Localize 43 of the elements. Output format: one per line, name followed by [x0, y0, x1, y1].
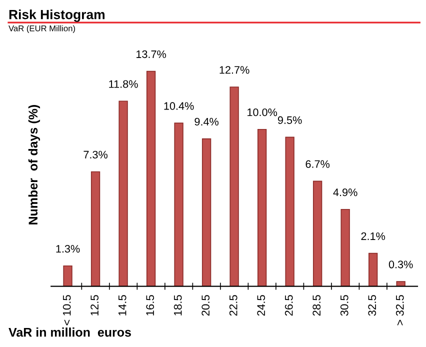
bar [285, 136, 294, 286]
x-tick-label: 16.5 [146, 295, 154, 316]
data-label: 7.3% [84, 150, 108, 158]
bar [396, 281, 406, 286]
x-tick-label: 32.5 [368, 295, 376, 316]
x-tick-label: 22.5 [229, 295, 238, 316]
bar [146, 70, 156, 286]
bar [202, 138, 212, 286]
data-label: 0.3% [388, 260, 413, 268]
bar [312, 180, 322, 286]
chart-subtitle: VaR (EUR Million) [8, 25, 75, 33]
bar [340, 208, 350, 286]
x-tick-label: 24.5 [257, 295, 266, 316]
data-label: 2.1% [361, 232, 386, 240]
data-label: 9.4% [194, 118, 219, 126]
bar [118, 100, 128, 286]
data-label: 1.3% [56, 244, 80, 253]
x-tick-label: 14.5 [118, 295, 126, 316]
x-tick-label: 26.5 [284, 295, 293, 316]
bar [257, 128, 267, 286]
data-label: 10.4% [164, 102, 194, 110]
y-axis-title: Number of days (%) [28, 105, 40, 224]
data-label: 11.8% [109, 80, 138, 88]
x-tick-label: 18.5 [174, 295, 182, 316]
data-label: 6.7% [306, 160, 330, 168]
x-tick-label: 30.5 [340, 295, 348, 316]
bar [230, 86, 239, 286]
data-label: 13.7% [136, 50, 166, 58]
bar [90, 171, 100, 286]
x-tick-label: 28.5 [312, 295, 321, 316]
data-label: 9.5% [278, 116, 302, 124]
bar [368, 252, 378, 286]
x-tick-label: 20.5 [202, 295, 210, 316]
x-tick-label: 12.5 [90, 295, 99, 316]
bar [174, 122, 184, 286]
x-tick-label: < 10.5 [62, 295, 71, 326]
x-axis-title: VaR in million euros [8, 328, 131, 337]
data-label: 10.0% [248, 108, 278, 116]
data-label: 4.9% [333, 188, 358, 196]
x-tick-label: > 32.5 [396, 295, 404, 326]
data-label: 12.7% [220, 66, 250, 74]
chart-title: Risk Histogram [9, 10, 104, 22]
bar [63, 265, 72, 286]
